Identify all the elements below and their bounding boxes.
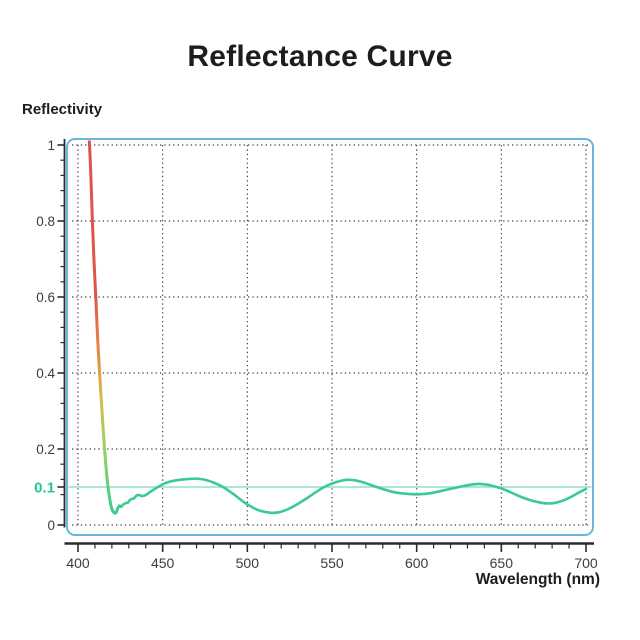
y-tick-label-highlight: 0.1 bbox=[34, 480, 55, 497]
x-tick-label: 700 bbox=[574, 555, 598, 571]
y-tick-label: 0.4 bbox=[36, 366, 55, 381]
y-tick-label: 0 bbox=[47, 518, 55, 533]
x-tick-label: 600 bbox=[405, 555, 429, 571]
reflectance-curve-descent bbox=[87, 140, 120, 515]
y-tick-label: 0.2 bbox=[36, 442, 55, 457]
plot-frame bbox=[66, 138, 594, 536]
x-axis-title: Wavelength (nm) bbox=[475, 571, 600, 588]
y-tick-label: 1 bbox=[47, 138, 55, 153]
x-tick-label: 650 bbox=[490, 555, 514, 571]
y-axis-title: Reflectivity bbox=[22, 101, 103, 118]
y-tick-label: 0.8 bbox=[36, 214, 55, 229]
reflectance-curve bbox=[113, 477, 588, 515]
x-tick-label: 500 bbox=[236, 555, 260, 571]
x-tick-label: 550 bbox=[320, 555, 344, 571]
x-tick-label: 400 bbox=[66, 555, 90, 571]
x-tick-label: 450 bbox=[151, 555, 175, 571]
y-tick-label: 0.6 bbox=[36, 290, 55, 305]
chart-title: Reflectance Curve bbox=[187, 40, 453, 73]
